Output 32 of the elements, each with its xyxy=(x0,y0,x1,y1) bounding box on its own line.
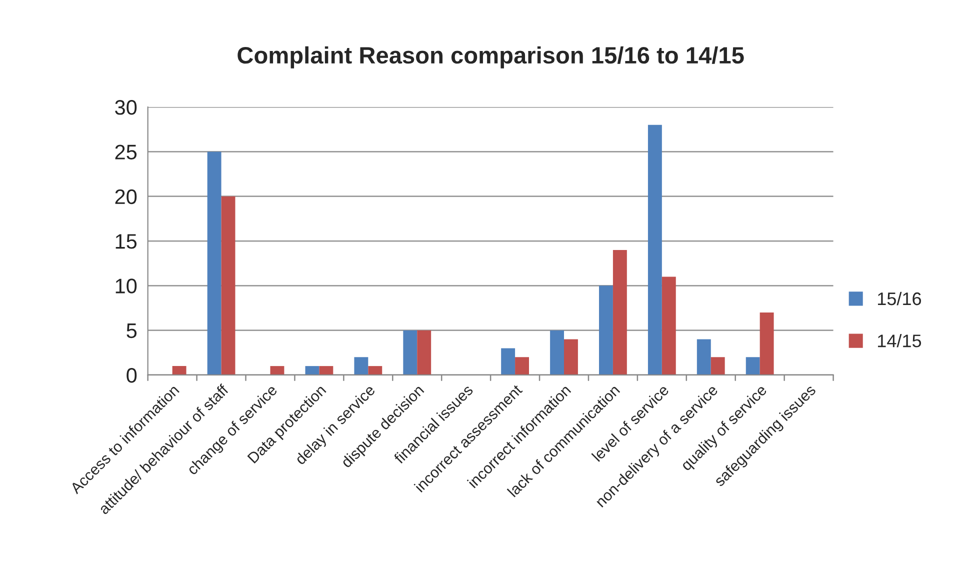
y-tick-label: 10 xyxy=(116,278,137,294)
bar xyxy=(746,357,760,375)
bar xyxy=(710,357,725,375)
bar xyxy=(612,250,627,375)
bar xyxy=(515,357,529,375)
legend-label: 14/15 xyxy=(878,334,922,348)
y-tick-label: 0 xyxy=(126,368,137,383)
bar xyxy=(403,330,418,375)
bar xyxy=(207,152,222,375)
bar xyxy=(696,339,711,375)
chart-title: Complaint Reason comparison 15/16 to 14/15 xyxy=(238,46,744,68)
bar xyxy=(564,339,578,375)
bar xyxy=(599,286,613,375)
y-tick-label: 5 xyxy=(126,324,137,338)
bar xyxy=(501,348,516,375)
bar xyxy=(270,366,284,375)
y-tick-label: 30 xyxy=(115,100,137,115)
bar xyxy=(760,312,774,375)
bar xyxy=(221,196,236,375)
bar xyxy=(550,330,564,375)
bar xyxy=(172,366,186,375)
bar xyxy=(305,366,320,375)
bar xyxy=(417,330,432,375)
bar xyxy=(319,366,334,375)
y-tick-label: 25 xyxy=(115,144,137,160)
y-tick-label: 20 xyxy=(115,189,137,204)
legend-label: 15/16 xyxy=(878,292,922,306)
bar xyxy=(648,124,662,375)
bar xyxy=(662,276,676,375)
bar xyxy=(368,366,382,375)
bar xyxy=(354,357,368,375)
y-tick-label: 15 xyxy=(116,234,137,249)
